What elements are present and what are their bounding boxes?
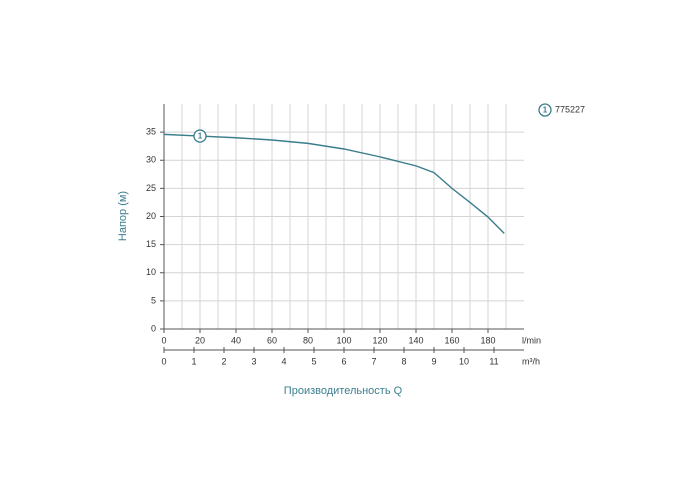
- x2-tick-label: 4: [281, 356, 286, 366]
- curve-marker-label: 1: [198, 132, 203, 141]
- legend-label: 775227: [555, 104, 585, 114]
- x2-tick-label: 6: [341, 356, 346, 366]
- legend-marker-label: 1: [543, 106, 548, 115]
- legend-marker: [538, 103, 552, 117]
- y-tick-label: 35: [146, 127, 156, 137]
- x2-tick-label: 1: [191, 356, 196, 366]
- x2-unit: m³/h: [522, 356, 540, 366]
- x-tick-label: 120: [372, 335, 387, 345]
- x2-tick-label: 2: [221, 356, 226, 366]
- x-tick-label: 0: [161, 335, 166, 345]
- x-tick-label: 140: [408, 335, 423, 345]
- y-tick-label: 20: [146, 211, 156, 221]
- x2-tick-label: 0: [161, 356, 166, 366]
- x-axis-title: Производительность Q: [284, 385, 403, 397]
- x2-tick-label: 7: [371, 356, 376, 366]
- x-tick-label: 40: [231, 335, 241, 345]
- x-tick-label: 20: [195, 335, 205, 345]
- y-tick-label: 25: [146, 183, 156, 193]
- curve-marker: [193, 129, 207, 143]
- y-tick-label: 15: [146, 239, 156, 249]
- x-tick-label: 80: [303, 335, 313, 345]
- x2-tick-label: 8: [401, 356, 406, 366]
- line-series: [163, 133, 505, 234]
- x2-tick-label: 5: [311, 356, 316, 366]
- y-tick-label: 5: [151, 295, 156, 305]
- x2-tick-label: 10: [459, 356, 469, 366]
- y-tick-label: 30: [146, 155, 156, 165]
- x-tick-label: 180: [480, 335, 495, 345]
- x-unit: l/min: [522, 335, 541, 345]
- x2-tick-label: 11: [489, 356, 498, 366]
- y-tick-label: 0: [151, 323, 156, 333]
- y-axis-title: Напор (м): [117, 191, 129, 241]
- x-tick-label: 60: [267, 335, 277, 345]
- x-tick-label: 100: [336, 335, 351, 345]
- x2-tick-label: 3: [251, 356, 256, 366]
- y-tick-label: 10: [146, 267, 156, 277]
- x2-tick-label: 9: [431, 356, 436, 366]
- x-tick-label: 160: [444, 335, 459, 345]
